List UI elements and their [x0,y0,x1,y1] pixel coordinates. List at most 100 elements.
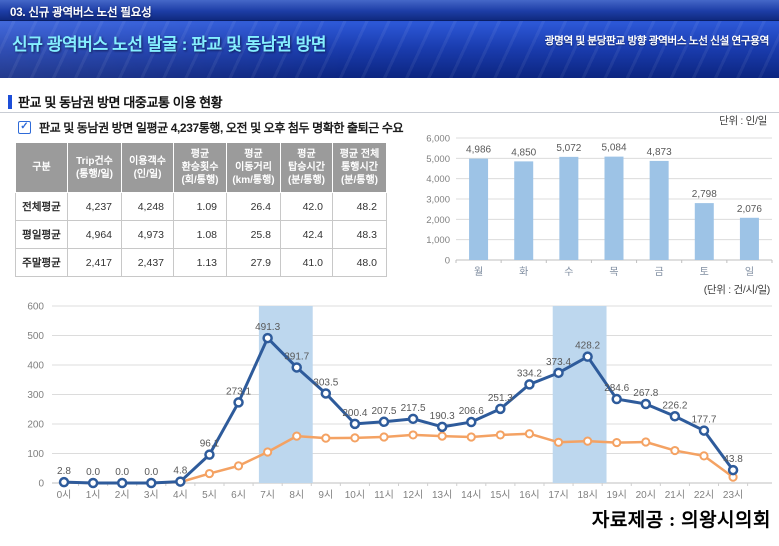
svg-text:391.7: 391.7 [284,351,309,362]
svg-text:6시: 6시 [231,489,246,501]
svg-text:4,873: 4,873 [647,147,672,158]
bar [649,160,669,260]
svg-text:19시: 19시 [607,489,627,501]
cell-value: 26.4 [226,192,281,221]
svg-text:6,000: 6,000 [426,134,450,145]
cell-value: 4,248 [121,192,174,221]
svg-text:2,076: 2,076 [737,204,762,215]
bar [514,161,534,260]
svg-text:96.1: 96.1 [200,439,220,450]
data-point [349,418,361,430]
cell-value: 4,237 [67,192,122,221]
cell-value: 42.4 [280,220,333,249]
data-point [524,379,535,390]
data-point [553,367,564,379]
data-point [320,388,332,399]
data-point [553,437,564,447]
cell-value: 42.0 [280,192,333,221]
cell-value: 48.3 [332,220,387,249]
data-point [204,449,215,460]
data-point [263,447,273,457]
svg-text:14시: 14시 [461,489,481,501]
key-finding: ✓ 판교 및 동남권 방면 일평균 4,237통행, 오전 및 오후 첨두 명확… [18,119,403,136]
svg-text:수: 수 [564,266,573,278]
column-header: 평균 이동거리 (km/통행) [226,142,281,193]
column-header: 구분 [15,142,68,193]
svg-text:400: 400 [27,361,44,372]
svg-text:10시: 10시 [345,489,365,501]
data-point [727,464,739,476]
data-point [233,397,244,408]
svg-text:4,850: 4,850 [511,147,536,158]
column-header: Trip건수 (통행/일) [67,142,122,193]
row-label: 전체평균 [15,192,68,221]
data-point [495,430,505,440]
svg-text:206.6: 206.6 [459,406,484,417]
table-row: 주말평균 2,417 2,437 1.13 27.9 41.0 48.0 [15,248,387,277]
cell-value: 27.9 [226,248,281,277]
data-point [466,416,477,428]
svg-text:18시: 18시 [577,489,597,501]
row-label: 주말평균 [15,248,68,277]
data-point [58,476,70,488]
cell-value: 1.13 [173,248,227,277]
data-point [437,431,447,441]
cell-value: 1.08 [173,220,227,249]
svg-text:273.1: 273.1 [226,386,251,397]
svg-text:100: 100 [27,449,44,460]
data-point [116,477,128,489]
svg-text:491.3: 491.3 [255,322,280,333]
svg-text:일: 일 [745,266,754,278]
svg-text:0.0: 0.0 [86,467,100,478]
section-title: 판교 및 동남권 방면 대중교통 이용 현황 [18,95,223,110]
bar [469,158,489,260]
svg-text:20시: 20시 [636,489,656,501]
data-point [378,416,390,428]
svg-text:3,000: 3,000 [426,195,450,206]
svg-text:11시: 11시 [374,489,394,501]
data-point [699,451,709,461]
svg-text:토: 토 [700,267,709,278]
svg-text:4.8: 4.8 [173,466,187,477]
svg-text:2,798: 2,798 [692,189,717,200]
svg-text:5,072: 5,072 [556,143,581,154]
table-row: 평일평균 4,964 4,973 1.08 25.8 42.4 48.3 [15,220,387,249]
table-row: 전체평균 4,237 4,248 1.09 26.4 42.0 48.2 [15,192,387,221]
project-subtitle: 광명역 및 분당판교 방향 광역버스 노선 신설 연구용역 [544,35,770,47]
svg-text:5,000: 5,000 [426,154,450,165]
svg-text:9시: 9시 [318,489,333,501]
svg-text:4,000: 4,000 [426,174,450,185]
svg-text:251.3: 251.3 [488,393,513,404]
checkbox-icon: ✓ [18,121,31,134]
blue-series-line [63,336,735,485]
section-accent-bar [8,94,12,109]
cell-value: 2,437 [121,248,174,277]
data-point [291,362,302,373]
orange-series-line [63,432,734,485]
svg-text:2,000: 2,000 [426,215,450,226]
svg-text:화: 화 [519,266,528,278]
data-point [670,445,680,456]
column-header: 이용객수 (인/일) [121,142,174,193]
data-point [436,421,448,433]
slide-kicker: 03. 신규 광역버스 노선 필요성 [10,7,152,19]
svg-text:2시: 2시 [115,489,130,501]
data-point [350,433,360,443]
bar [694,203,714,260]
cell-value: 48.0 [332,248,387,277]
svg-text:목: 목 [609,266,618,278]
section-heading: 판교 및 동남권 방면 대중교통 이용 현황 [8,92,223,111]
svg-text:428.2: 428.2 [575,341,600,352]
svg-text:23시: 23시 [723,489,743,501]
svg-text:21시: 21시 [665,489,685,501]
data-point [466,432,476,442]
cell-value: 2,417 [67,248,122,277]
data-point [698,425,710,436]
data-point [582,351,593,362]
svg-text:177.7: 177.7 [691,415,716,426]
weekday-ridership-bar-chart: 0 1,000 2,000 3,000 4,000 5,000 6,000 4,986 월 4,8… [410,118,779,278]
bar [604,156,624,260]
column-header: 평균 탑승시간 (분/통행) [280,142,333,193]
row-label: 평일평균 [15,220,68,249]
svg-text:500: 500 [27,331,44,342]
